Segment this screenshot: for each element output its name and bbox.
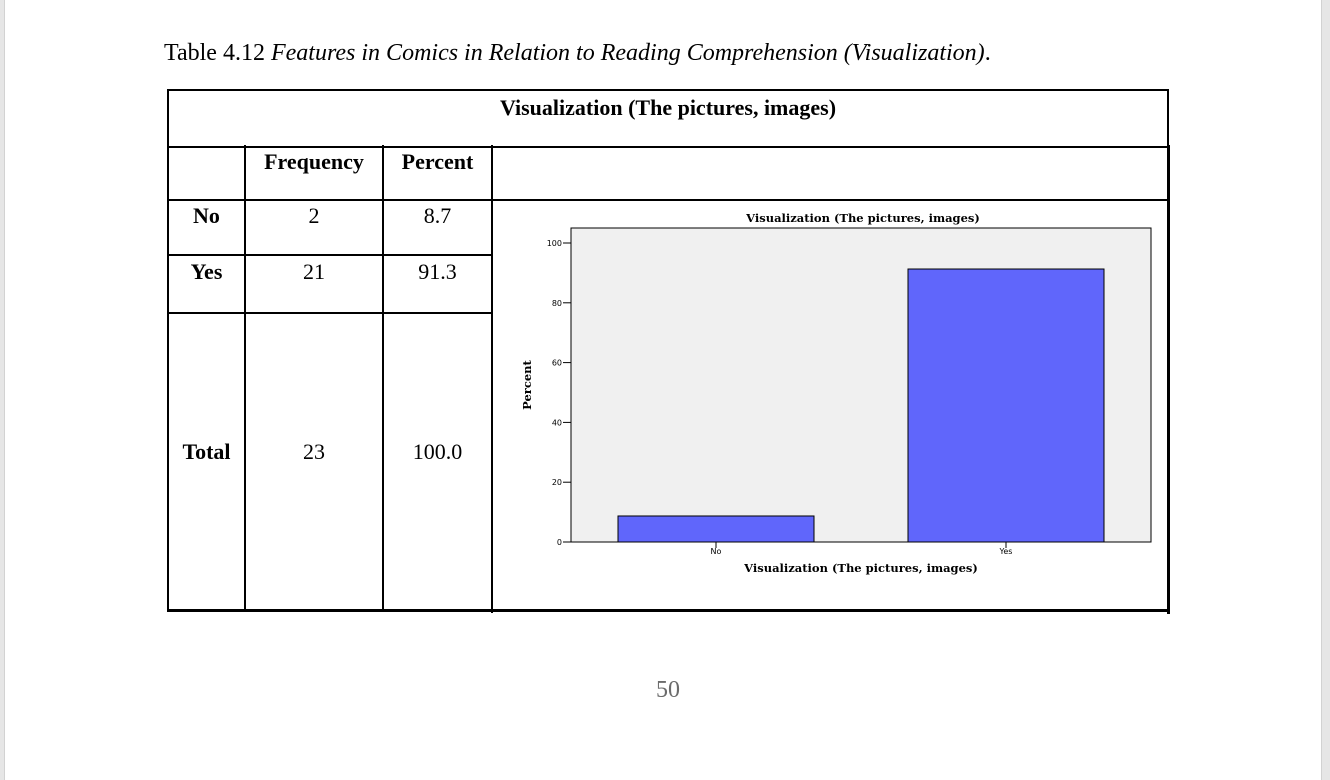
column-divider	[382, 145, 384, 612]
table-right-border	[1167, 145, 1170, 614]
y-tick-label: 60	[552, 359, 562, 368]
column-header-frequency: Frequency	[264, 149, 364, 174]
frequency-yes: 21	[303, 259, 325, 284]
chart-y-axis-label: Percent	[520, 359, 534, 409]
chart-title: Visualization (The pictures, images)	[745, 211, 980, 225]
caption-end: .	[984, 40, 991, 66]
caption-label: Table 4.12	[164, 40, 271, 66]
frequency-total: 23	[303, 439, 325, 464]
row-label-total: Total	[182, 439, 231, 464]
y-tick-label: 100	[547, 239, 562, 248]
x-tick-label: No	[711, 547, 722, 556]
caption-title: Features in Comics in Relation to Readin…	[270, 40, 985, 66]
bar-yes	[907, 268, 1105, 543]
percent-yes: 91.3	[418, 259, 457, 284]
percent-no: 8.7	[423, 203, 452, 228]
y-tick-label: 0	[557, 538, 562, 547]
row-label-no: No	[193, 203, 220, 228]
table-caption: Table 4.12 Features in Comics in Relatio…	[164, 38, 991, 68]
column-header-percent: Percent	[401, 149, 474, 174]
column-divider	[244, 145, 246, 612]
table-header: Visualization (The pictures, images)	[169, 91, 1167, 148]
document-page: Table 4.12 Features in Comics in Relatio…	[4, 0, 1322, 780]
percent-total: 100.0	[412, 439, 463, 464]
row-divider	[167, 254, 493, 256]
chart-x-axis-label: Visualization (The pictures, images)	[743, 561, 978, 575]
frequency-table: Visualization (The pictures, images)	[167, 89, 1169, 612]
y-tick-label: 20	[552, 478, 562, 487]
bar-chart: Visualization (The pictures, images) 0 20…	[493, 201, 1169, 612]
column-divider	[491, 145, 493, 613]
bar-no	[617, 515, 815, 543]
y-tick-label: 80	[552, 299, 562, 308]
frequency-no: 2	[308, 203, 320, 228]
y-tick-label: 40	[552, 418, 562, 427]
bar-chart-svg: Visualization (The pictures, images) 0 20…	[520, 211, 1152, 575]
row-label-yes: Yes	[190, 259, 223, 284]
page-number: 50	[656, 677, 680, 703]
row-divider	[167, 312, 493, 314]
x-tick-label: Yes	[999, 547, 1013, 556]
row-divider	[167, 199, 1169, 201]
